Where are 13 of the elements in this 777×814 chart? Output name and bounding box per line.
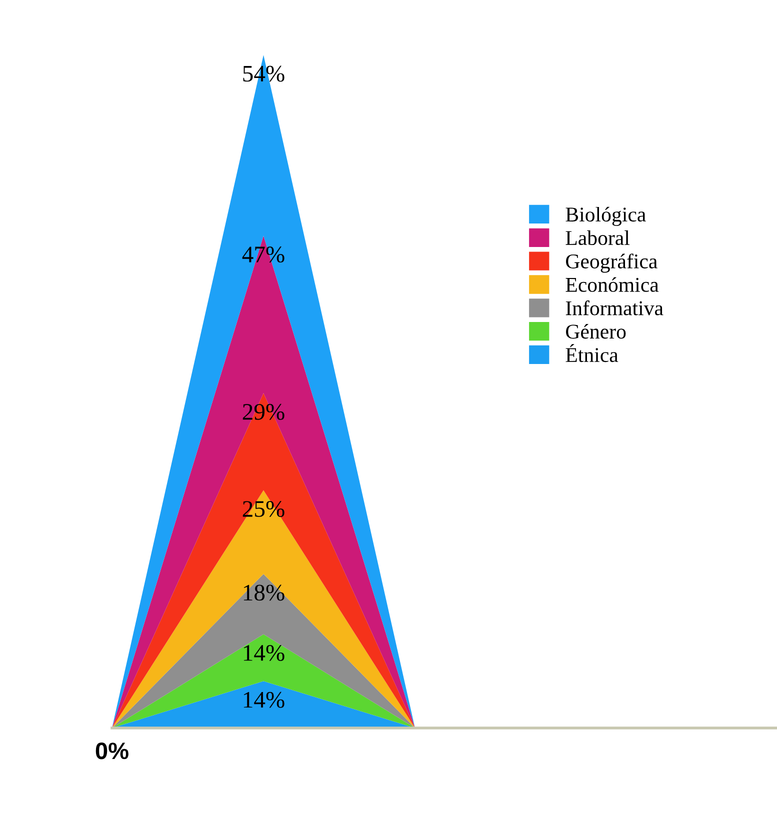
legend-label: Género [566, 324, 626, 339]
data-label: 14% [244, 644, 284, 661]
legend-label: Laboral [566, 230, 630, 246]
legend-label: Económica [566, 277, 659, 292]
data-label: 14% [244, 692, 284, 708]
data-label: 18% [244, 584, 284, 601]
text: 0% [96, 742, 128, 760]
legend-label: Geográfica [566, 254, 658, 273]
legend-label: Biológica [566, 206, 646, 226]
data-label: 29% [242, 404, 284, 420]
legend-label: Informativa [566, 300, 664, 316]
legend-label: Étnica [566, 344, 618, 362]
data-label: 25% [242, 501, 284, 518]
